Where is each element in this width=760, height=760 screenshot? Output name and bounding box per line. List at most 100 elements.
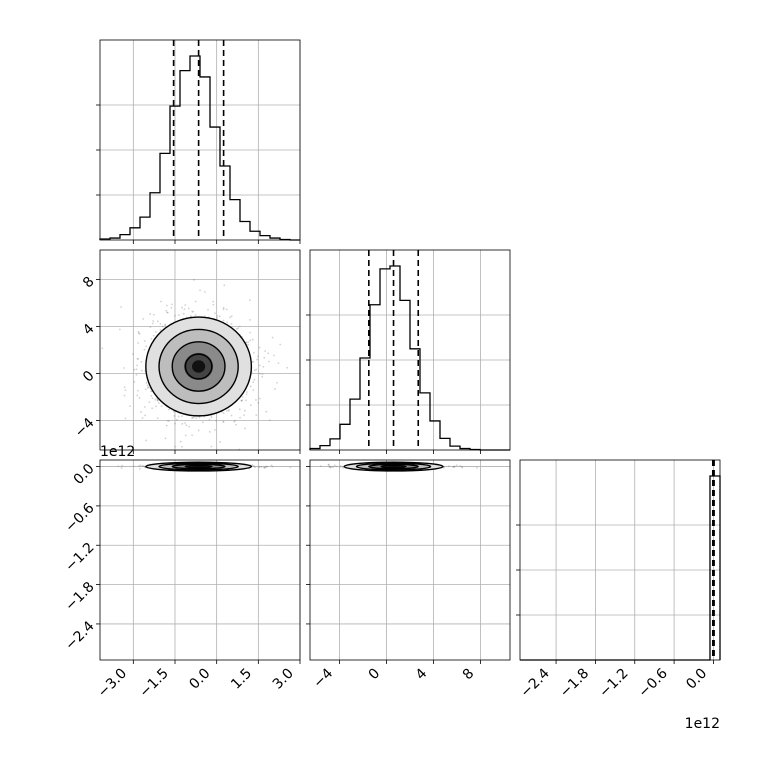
scatter-point (165, 304, 168, 307)
scatter-point (198, 416, 201, 419)
scatter-point (447, 465, 450, 468)
scatter-point (138, 465, 140, 467)
scatter-point (164, 437, 167, 440)
contour-line-2 (171, 463, 226, 470)
scatter-panel-p1-p3: −3.0 −1.5 0.0 1.5 3.0 −2.4 −1.8 −1.2 −0.6 0.0 (62, 459, 301, 701)
scatter-point (226, 321, 229, 324)
scatter-point (289, 466, 292, 469)
scatter-point (152, 313, 155, 316)
scatter-point (135, 368, 138, 371)
scatter-point (442, 466, 445, 469)
scatter-point (192, 310, 195, 313)
scatter-point (141, 417, 144, 420)
scatter-point (252, 389, 255, 391)
scatter-point (181, 306, 183, 309)
scatter-point (252, 351, 255, 354)
scatter-point (452, 466, 455, 468)
scatter-point (263, 466, 266, 469)
scatter-point (170, 306, 173, 309)
x-tick-label: −3.0 (95, 666, 130, 701)
scatter-point (193, 416, 195, 419)
scatter-point (258, 346, 261, 349)
scatter-point (184, 304, 187, 306)
x-tick-label: −1.8 (557, 666, 592, 701)
scatter-point (181, 415, 183, 418)
scatter-point (133, 368, 136, 371)
scatter-point (133, 380, 136, 383)
scatter-point (271, 465, 274, 468)
scatter-point (166, 311, 169, 314)
scatter-point (461, 466, 464, 469)
scatter-point (245, 393, 248, 396)
histogram-step-p1 (99, 55, 300, 241)
scatter-point (459, 465, 462, 467)
scatter-point (164, 323, 167, 326)
scatter-point (147, 386, 150, 389)
scatter-point (131, 353, 134, 356)
scatter-point (174, 314, 176, 317)
scatter-point (241, 395, 244, 398)
scatter-point (216, 317, 218, 319)
scatter-point (268, 360, 270, 363)
scatter-point (177, 314, 180, 316)
scatter-point (165, 309, 168, 312)
scatter-point (173, 415, 176, 417)
scatter-point (255, 399, 257, 401)
axes-frame (309, 459, 511, 661)
scatter-point (189, 315, 192, 317)
scatter-point (154, 398, 157, 401)
scatter-point (141, 369, 143, 372)
scatter-point (239, 416, 241, 419)
scatter-panel-p2-p3: −4 0 4 8 (306, 459, 511, 691)
hist-panel-p2 (306, 249, 511, 454)
scatter-point (240, 400, 243, 402)
scatter-point (227, 409, 230, 412)
x-tick-label: 4 (413, 665, 431, 683)
scatter-point (258, 397, 261, 400)
scatter-point (197, 429, 200, 432)
scatter-point (174, 445, 177, 448)
scatter-point (210, 416, 213, 419)
density-level-5 (192, 466, 206, 468)
scatter-point (208, 418, 211, 421)
scatter-point (144, 414, 147, 417)
scatter-point (194, 300, 197, 303)
x-tick-label: 0 (366, 666, 384, 684)
scatter-point (443, 465, 445, 468)
scatter-point (230, 323, 233, 325)
scatter-point (260, 466, 263, 468)
scatter-point (191, 434, 194, 437)
scatter-point (252, 381, 255, 384)
scatter-point (181, 445, 183, 448)
scatter-point (335, 465, 338, 468)
x-offset-label: 1e12 (685, 716, 720, 732)
scatter-point (166, 419, 169, 422)
scatter-point (203, 291, 206, 293)
scatter-point (142, 465, 145, 468)
scatter-point (201, 421, 204, 424)
y-tick-label: −4 (72, 415, 98, 441)
scatter-point (137, 358, 140, 360)
scatter-point (245, 391, 248, 393)
scatter-point (101, 347, 104, 350)
scatter-point (160, 405, 163, 407)
axes-frame (99, 249, 301, 451)
scatter-point (179, 440, 182, 443)
scatter-point (167, 408, 170, 411)
scatter-point (137, 342, 139, 344)
y-tick-label: −2.4 (62, 618, 97, 653)
scatter-point (279, 343, 282, 346)
y-tick-label: 0.0 (71, 461, 98, 488)
scatter-point (159, 323, 162, 325)
scatter-point (332, 465, 335, 468)
scatter-point (147, 386, 149, 389)
scatter-point (143, 348, 146, 351)
scatter-point (267, 352, 270, 355)
scatter-point (152, 320, 155, 322)
scatter-point (240, 399, 243, 402)
scatter-point (191, 310, 194, 313)
scatter-point (342, 466, 345, 469)
scatter-point (255, 368, 258, 371)
scatter-point (212, 303, 215, 306)
scatter-point (138, 332, 141, 335)
